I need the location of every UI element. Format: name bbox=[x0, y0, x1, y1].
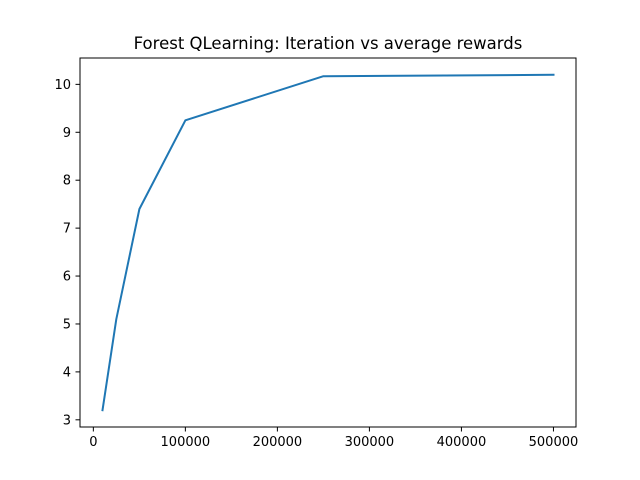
x-tick-label: 400000 bbox=[437, 435, 487, 450]
y-axis: 3 4 5 6 7 8 9 10 bbox=[54, 78, 80, 428]
x-tick-label: 200000 bbox=[253, 435, 303, 450]
x-axis: 0 100000 200000 300000 400000 500000 bbox=[89, 427, 578, 450]
series-line-0 bbox=[101, 73, 555, 412]
plot-area bbox=[79, 57, 577, 428]
axes-frame bbox=[79, 57, 577, 428]
y-tick-label: 6 bbox=[63, 270, 71, 285]
x-tick-label: 300000 bbox=[345, 435, 395, 450]
y-tick-label: 4 bbox=[63, 365, 71, 380]
chart-title: Forest QLearning: Iteration vs average r… bbox=[134, 34, 523, 53]
x-tick-label: 0 bbox=[89, 435, 97, 450]
y-tick-label: 10 bbox=[54, 78, 71, 93]
x-tick-label: 500000 bbox=[529, 435, 579, 450]
series-layer bbox=[101, 73, 555, 412]
y-tick-label: 5 bbox=[63, 317, 71, 332]
y-tick-label: 8 bbox=[63, 174, 71, 189]
x-tick-label: 100000 bbox=[161, 435, 211, 450]
y-tick-label: 3 bbox=[63, 413, 71, 428]
y-tick-label: 9 bbox=[63, 126, 71, 141]
y-tick-label: 7 bbox=[63, 222, 71, 237]
